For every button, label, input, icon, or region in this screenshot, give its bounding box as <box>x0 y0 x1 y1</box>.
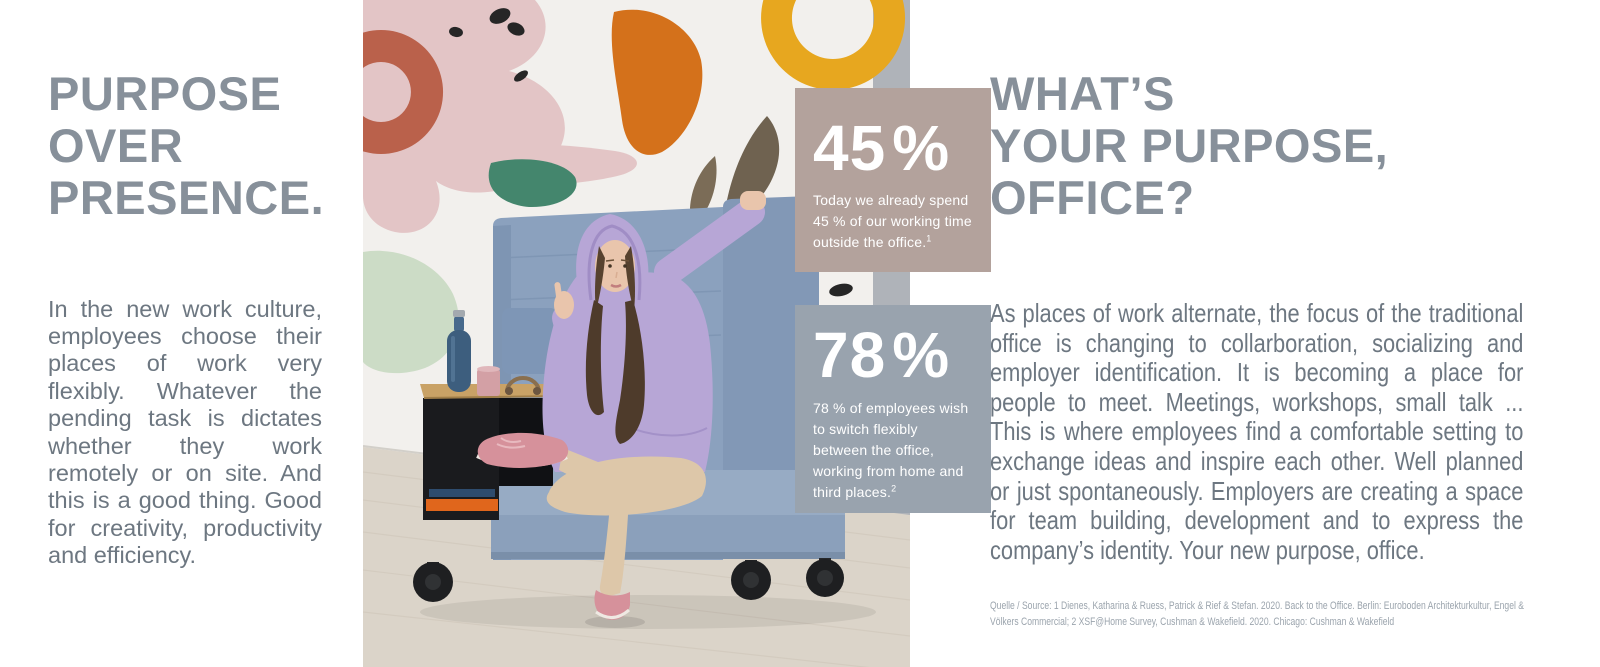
back-cushion <box>502 308 558 374</box>
book-orange <box>426 499 498 511</box>
hair-left <box>585 300 604 416</box>
raised-arm <box>654 198 765 286</box>
sneaker-crossed <box>477 432 569 468</box>
water-bottle <box>447 310 471 392</box>
headphones <box>505 376 541 395</box>
bent-arm <box>552 305 590 379</box>
footnote-marker: 1 <box>926 233 932 244</box>
page-title: PURPOSE OVER PRESENCE. <box>48 67 325 224</box>
mural-yellow-ring <box>761 0 906 90</box>
stat-card-78: 78% 78 % of employees wish to switch fle… <box>795 305 991 513</box>
mural-dots <box>449 8 528 82</box>
book-blue <box>429 489 495 497</box>
chair-shadow <box>420 595 876 629</box>
stat-value: 45% <box>813 112 951 184</box>
stat-caption: 78 % of employees wish to switch flexibl… <box>813 400 969 500</box>
percent-sign: % <box>892 112 951 184</box>
sneaker-floor <box>594 590 630 620</box>
casters <box>413 558 844 602</box>
face <box>595 240 635 292</box>
hair-right <box>615 300 645 444</box>
section-title: WHAT’S YOUR PURPOSE, OFFICE? <box>990 67 1389 224</box>
footnote-marker: 2 <box>891 483 897 494</box>
hand-on-panel <box>740 191 766 210</box>
stat-card-45: 45% Today we already spend 45 % of our w… <box>795 88 991 272</box>
percent-sign: % <box>892 319 951 391</box>
crossed-leg <box>546 456 706 516</box>
main-paragraph: As places of work alternate, the focus o… <box>990 298 1524 565</box>
source-citation: Quelle / Source: 1 Dienes, Katharina & R… <box>990 600 1524 628</box>
stat-caption: Today we already spend 45 % of our worki… <box>813 192 972 250</box>
wall-mural <box>363 0 910 374</box>
cup <box>477 366 500 396</box>
seated-woman <box>476 191 766 628</box>
intro-paragraph: In the new work culture, employees choos… <box>48 295 322 569</box>
stat-value: 78% <box>813 319 951 391</box>
